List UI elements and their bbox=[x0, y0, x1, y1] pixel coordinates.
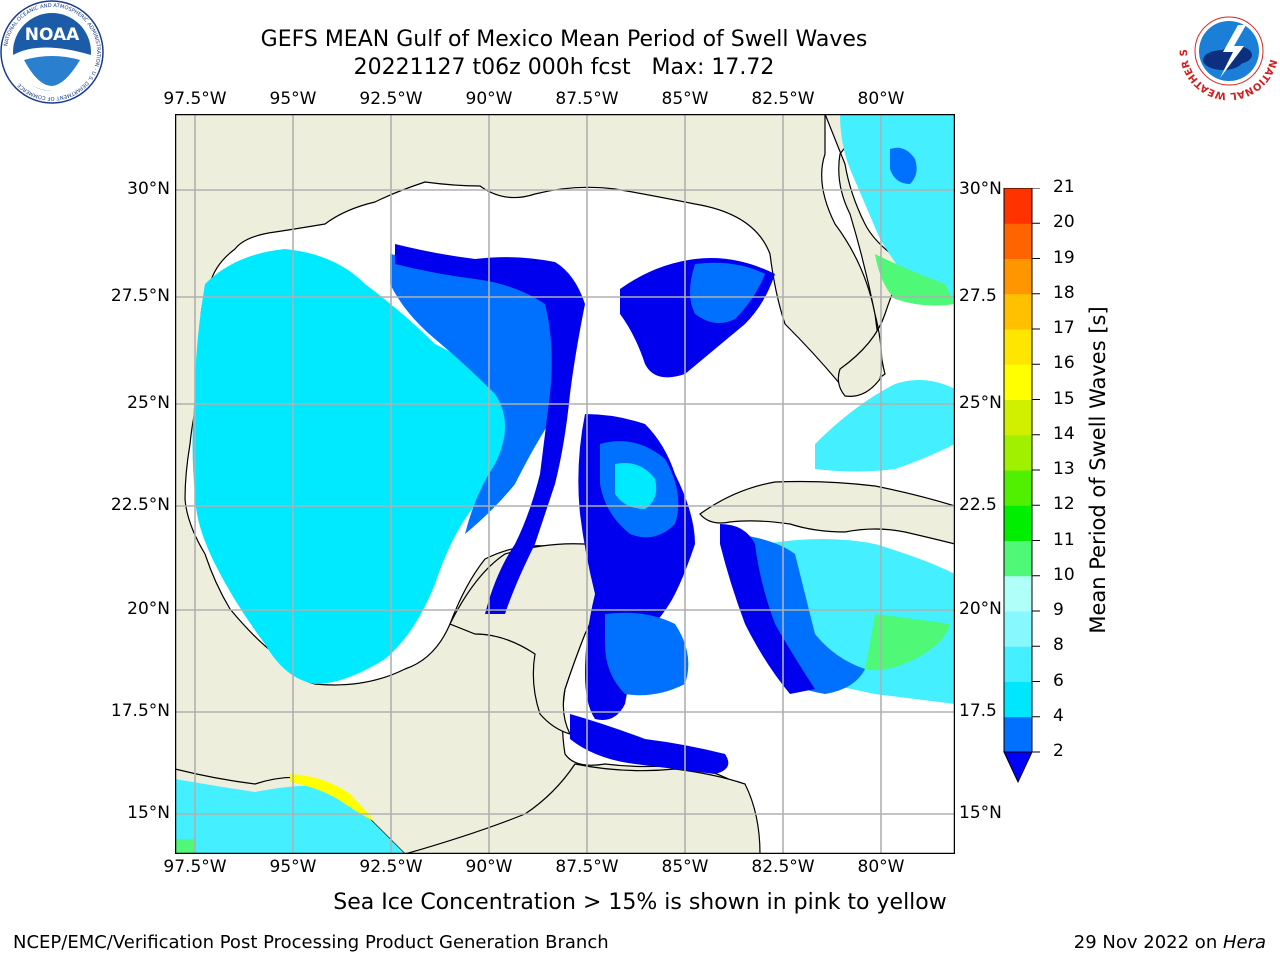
field-atlantic-green bbox=[875, 254, 955, 306]
graticule bbox=[175, 114, 955, 854]
field-caribbean-green bbox=[865, 614, 950, 671]
field-straits-cyan bbox=[815, 380, 955, 472]
lon-label-top: 95°W bbox=[269, 89, 317, 109]
lat-label-left: 22.5°N bbox=[110, 495, 170, 515]
field-west-gulf-cyan bbox=[192, 249, 535, 684]
lon-label-top: 87.5°W bbox=[555, 89, 619, 109]
land-cuba bbox=[699, 480, 955, 545]
lon-label-bottom: 92.5°W bbox=[359, 857, 423, 877]
colorbar-tick-label: 2 bbox=[1053, 741, 1064, 761]
lon-label-top: 92.5°W bbox=[359, 89, 423, 109]
lon-label-bottom: 80°W bbox=[857, 857, 905, 877]
colorbar-band bbox=[1004, 716, 1032, 753]
lat-label-left: 27.5°N bbox=[110, 286, 170, 306]
colorbar-tick-label: 16 bbox=[1053, 353, 1075, 374]
lat-label-left: 20°N bbox=[127, 599, 170, 619]
noaa-logo-text: NOAA bbox=[25, 25, 80, 45]
sea-ice-caption: Sea Ice Concentration > 15% is shown in … bbox=[333, 890, 947, 915]
colorbar-band bbox=[1004, 681, 1032, 718]
colorbar-svg bbox=[1003, 188, 1040, 784]
field-west-gulf-blue bbox=[390, 254, 572, 534]
lon-label-top: 82.5°W bbox=[751, 89, 815, 109]
map-svg bbox=[175, 114, 955, 854]
lat-label-right: 30°N bbox=[959, 179, 1002, 199]
lat-label-right: 20°N bbox=[959, 599, 1002, 619]
map-frame bbox=[175, 114, 955, 854]
map-subtitle: 20221127 t06z 000h fcst Max: 17.72 bbox=[353, 55, 775, 80]
colorbar-tick-label: 19 bbox=[1053, 247, 1075, 268]
lat-label-right: 25°N bbox=[959, 393, 1002, 413]
lat-label-left: 30°N bbox=[127, 179, 170, 199]
colorbar-tick-label: 15 bbox=[1053, 388, 1075, 409]
footer-date: 29 Nov 2022 on Hera bbox=[1074, 932, 1266, 953]
colorbar-tick-label: 21 bbox=[1053, 177, 1075, 197]
footer-host: Hera bbox=[1222, 932, 1266, 953]
footer-credit: NCEP/EMC/Verification Post Processing Pr… bbox=[13, 932, 609, 953]
colorbar-band bbox=[1004, 540, 1032, 577]
colorbar-tick-label: 11 bbox=[1053, 529, 1075, 550]
lon-label-bottom: 97.5°W bbox=[163, 857, 227, 877]
lon-label-bottom: 85°W bbox=[661, 857, 709, 877]
field-central-deep-blue bbox=[395, 244, 585, 614]
lat-label-right: 17.5 bbox=[959, 701, 997, 721]
colorbar-band bbox=[1004, 611, 1032, 647]
colorbar-band bbox=[1004, 188, 1032, 224]
lon-label-bottom: 82.5°W bbox=[751, 857, 815, 877]
field-caribbean-south bbox=[570, 714, 729, 774]
colorbar-tick-label: 10 bbox=[1053, 564, 1075, 585]
colorbar-tick-label: 6 bbox=[1053, 670, 1064, 691]
colorbar-tick-label: 18 bbox=[1053, 282, 1075, 303]
colorbar-band bbox=[1004, 258, 1032, 295]
colorbar-tick-label: 17 bbox=[1053, 318, 1075, 338]
lat-label-right: 15°N bbox=[959, 803, 1002, 823]
nws-logo: NATIONAL WEATHER SERVICE bbox=[1174, 0, 1280, 102]
lon-label-top: 90°W bbox=[465, 89, 513, 109]
lon-label-top: 80°W bbox=[857, 89, 905, 109]
footer-date-text: 29 Nov 2022 on bbox=[1073, 932, 1223, 953]
colorbar-tick-label: 9 bbox=[1053, 600, 1064, 620]
noaa-logo: NOAA NATIONAL OCEANIC AND ATMOSPHERIC AD… bbox=[0, 0, 104, 104]
colorbar-tick-label: 20 bbox=[1053, 212, 1075, 233]
colorbar-tick-label: 13 bbox=[1053, 459, 1075, 479]
colorbar-extend-triangle bbox=[1003, 751, 1033, 784]
colorbar bbox=[1002, 188, 1046, 784]
colorbar-tick-label: 12 bbox=[1053, 494, 1075, 515]
lat-label-right: 27.5 bbox=[959, 286, 997, 306]
field-east-gulf-mid bbox=[690, 262, 765, 323]
lat-label-left: 17.5°N bbox=[110, 701, 170, 721]
lat-label-right: 22.5 bbox=[959, 495, 997, 515]
field-atlantic-blue bbox=[890, 147, 917, 184]
lon-label-top: 97.5°W bbox=[163, 89, 227, 109]
lat-label-left: 15°N bbox=[127, 803, 170, 823]
field-atlantic-cyan bbox=[840, 114, 955, 304]
colorbar-band bbox=[1004, 434, 1032, 471]
lon-label-bottom: 95°W bbox=[269, 857, 317, 877]
lat-label-left: 25°N bbox=[127, 393, 170, 413]
field-pacific-cyan bbox=[175, 779, 405, 854]
colorbar-band bbox=[1004, 223, 1032, 259]
colorbar-band bbox=[1004, 575, 1032, 612]
colorbar-band bbox=[1004, 364, 1032, 400]
field-caribbean-south-mid bbox=[605, 612, 689, 696]
lon-label-bottom: 90°W bbox=[465, 857, 513, 877]
map-title: GEFS MEAN Gulf of Mexico Mean Period of … bbox=[260, 27, 868, 52]
colorbar-label-text: Mean Period of Swell Waves [s] bbox=[1086, 306, 1110, 634]
field-pacific-green bbox=[175, 839, 195, 854]
colorbar-band bbox=[1004, 293, 1032, 330]
colorbar-band bbox=[1004, 505, 1032, 541]
field-caribbean-west-cyan bbox=[615, 463, 657, 509]
colorbar-tick-label: 8 bbox=[1053, 635, 1064, 656]
field-pacific-yellow bbox=[290, 774, 375, 822]
colorbar-band bbox=[1004, 470, 1032, 506]
map-panel bbox=[175, 114, 955, 854]
lon-label-top: 85°W bbox=[661, 89, 709, 109]
colorbar-tick-label: 14 bbox=[1053, 423, 1075, 444]
colorbar-tick-label: 4 bbox=[1053, 705, 1064, 726]
colorbar-band bbox=[1004, 329, 1032, 365]
colorbar-band bbox=[1004, 646, 1032, 682]
lon-label-bottom: 87.5°W bbox=[555, 857, 619, 877]
field-caribbean-east-deep bbox=[720, 524, 815, 694]
colorbar-band bbox=[1004, 399, 1032, 436]
